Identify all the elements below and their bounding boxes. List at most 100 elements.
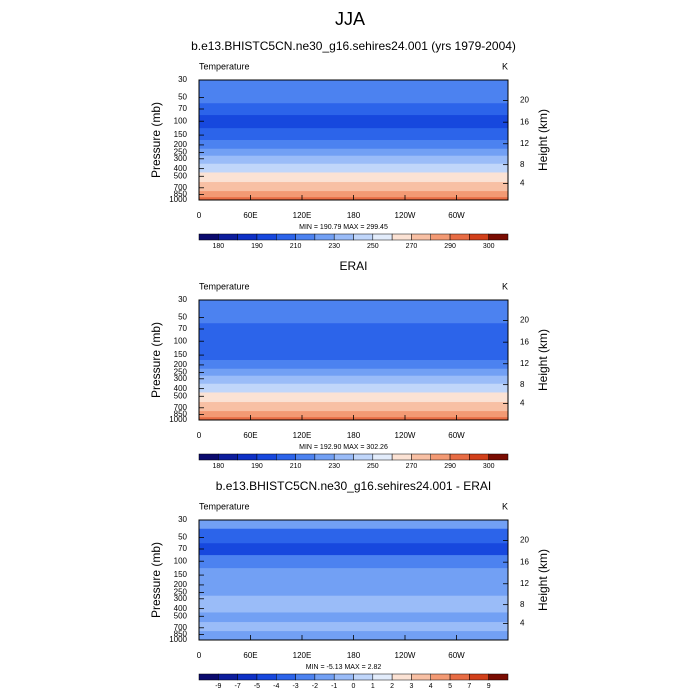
contour-band [199,603,508,613]
colorbar-label: 0 [352,683,356,690]
y-tick-label: 500 [174,391,188,400]
y-tick-label: 70 [178,544,187,553]
colorbar-box [198,673,219,681]
x-tick-label: 60E [243,431,257,440]
x-tick-label: 60E [243,651,257,660]
colorbar-label: 2 [390,683,394,690]
x-tick-label: 180 [347,651,361,660]
contour-band [199,612,508,623]
stats-label: MIN = 192.90 MAX = 302.26 [299,444,388,451]
y2-tick-label: 4 [520,179,525,188]
y-tick-label: 30 [178,295,187,304]
y-tick-label: 70 [178,104,187,113]
contour-band [199,528,508,544]
colorbar-label: -2 [312,683,318,690]
y-tick-label: 400 [174,164,188,173]
x-tick-label: 120W [395,211,416,220]
contour-band [199,182,508,192]
x-tick-label: 60E [243,211,257,220]
contour-band [199,588,508,597]
panel-title: ERAI [339,259,367,273]
y-tick-label: 250 [174,368,188,377]
colorbar-box [353,453,374,461]
colorbar-label: 180 [212,463,224,470]
contour-band [199,360,508,370]
y-axis-label: Pressure (mb) [149,542,163,618]
y-tick-label: 850 [174,410,188,419]
y-tick-label: 30 [178,75,187,84]
colorbar-box [198,233,219,241]
colorbar-box [372,673,393,681]
contour-band [199,308,508,324]
contour-band [199,300,508,310]
colorbar-box [469,453,489,461]
colorbar-label: -4 [273,683,279,690]
x-tick-label: 120E [293,211,312,220]
y2-axis-label: Height (km) [536,109,550,171]
y-tick-label: 300 [174,374,188,383]
colorbar-label: 270 [406,463,418,470]
colorbar-box [237,453,258,461]
contour-band [199,392,508,403]
colorbar-box [256,233,277,241]
y-axis-label: Pressure (mb) [149,322,163,398]
colorbar-label: 290 [444,243,456,250]
colorbar-box [372,453,393,461]
x-tick-label: 120W [395,651,416,660]
colorbar-box [218,673,238,681]
contour-band [199,155,508,165]
colorbar-label: 290 [444,463,456,470]
contour-band [199,140,508,150]
contour-band [199,148,508,157]
colorbar-box [449,453,470,461]
contour-band [199,128,508,141]
colorbar-box [372,233,393,241]
colorbar-box [198,453,219,461]
y-tick-label: 150 [174,130,188,139]
colorbar-label: 250 [367,463,379,470]
contour-band [199,172,508,183]
y-tick-label: 500 [174,611,188,620]
y-tick-label: 200 [174,140,188,149]
y-tick-label: 50 [178,93,187,102]
colorbar-label: 210 [290,463,302,470]
colorbar-box [314,453,335,461]
colorbar-box [391,673,412,681]
y2-axis-label: Height (km) [536,549,550,611]
colorbar-box [295,673,316,681]
y-tick-label: 700 [174,183,188,192]
y2-tick-label: 12 [520,359,529,368]
colorbar-box [411,233,431,241]
colorbar-box [391,453,412,461]
colorbar-box [314,673,335,681]
colorbar-label: 5 [448,683,452,690]
units-label: K [502,281,508,291]
y-tick-label: 1000 [169,195,187,204]
contour-band [199,411,508,418]
y2-tick-label: 8 [520,160,525,169]
panel-title: b.e13.BHISTC5CN.ne30_g16.sehires24.001 (… [191,39,516,53]
y-tick-label: 100 [174,116,188,125]
y-tick-label: 150 [174,350,188,359]
contour-band [199,543,508,556]
colorbar-box [237,673,258,681]
colorbar-label: 250 [367,243,379,250]
colorbar-box [411,453,431,461]
x-tick-label: 180 [347,211,361,220]
contour-band [199,568,508,581]
colorbar-label: 3 [409,683,413,690]
colorbar-box [237,233,258,241]
colorbar-box [430,233,451,241]
x-tick-label: 60W [448,211,465,220]
contour-band [199,348,508,361]
y-tick-label: 700 [174,403,188,412]
y2-axis-label: Height (km) [536,329,550,391]
y-tick-label: 100 [174,556,188,565]
y-tick-label: 300 [174,154,188,163]
y-tick-label: 70 [178,324,187,333]
colorbar-box [469,233,489,241]
y-tick-label: 400 [174,604,188,613]
x-tick-label: 0 [197,431,202,440]
y2-tick-label: 12 [520,139,529,148]
